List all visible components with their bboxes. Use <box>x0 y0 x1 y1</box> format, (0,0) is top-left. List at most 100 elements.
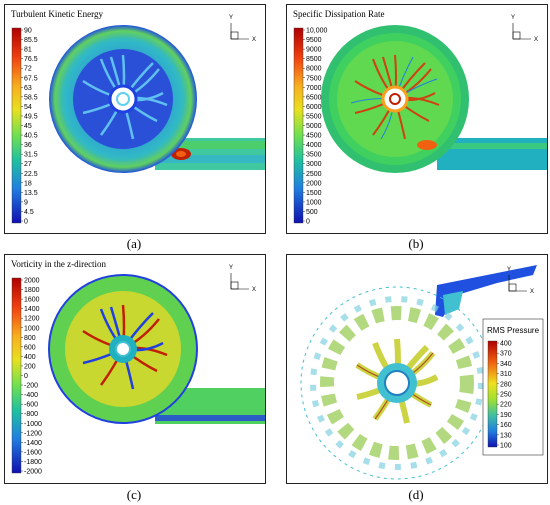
colorbar-tick-label: 220 <box>500 402 512 409</box>
colorbar-tick-label: 5500 <box>306 113 322 120</box>
colorbar-tick-label: 76.5 <box>24 56 38 63</box>
tke-contour-plot: 9085.58176.57267.56358.55449.54540.53631… <box>11 15 265 226</box>
colorbar-tick-label: 2000 <box>306 180 322 187</box>
colorbar-tick-label: 90 <box>24 28 32 35</box>
colorbar-tick-label: 31.5 <box>24 152 38 159</box>
colorbar-tick-label: 250 <box>500 392 512 399</box>
colorbar-tick-label: 100 <box>500 443 512 450</box>
colorbar-tick-label: -1000 <box>24 421 42 428</box>
panel-d: RMS Pressure 400 370 340 310 280 250 220 190 160… <box>286 254 548 484</box>
colorbar-tick-label: 400 <box>24 354 36 361</box>
colorbar-tick-label: 1000 <box>306 199 322 206</box>
rms-pressure-isosurface-plot: RMS Pressure 400 370 340 310 280 250 220 190 160… <box>300 265 544 480</box>
colorbar-tick-label: 49.5 <box>24 113 38 120</box>
colorbar-tick-label: 1400 <box>24 306 40 313</box>
caption-a: (a) <box>126 236 142 251</box>
colorbar-tick-label: 5000 <box>306 123 322 130</box>
colorbar-tick-label: 18 <box>24 180 32 187</box>
colorbar-tick-label: 4500 <box>306 133 322 140</box>
colorbar-tick-label: 3000 <box>306 161 322 168</box>
colorbar-tick-label: 58.5 <box>24 94 38 101</box>
colorbar-tick-label: 8000 <box>306 66 322 73</box>
colorbar-tick-label: 3500 <box>306 152 322 159</box>
colorbar-tick-label: -2000 <box>24 469 42 476</box>
panel-title-b: Specific Dissipation Rate <box>293 9 385 19</box>
colorbar-tick-label: 0 <box>24 373 28 380</box>
colorbar-tick-label: 7000 <box>306 85 322 92</box>
colorbar-tick-label: -400 <box>24 392 38 399</box>
colorbar-tick-label: 27 <box>24 161 32 168</box>
colorbar-tick-label: 340 <box>500 361 512 368</box>
panel-b: 10,000 9500 9000 8500 8000 7500 7000 6500 6000 55… <box>286 4 548 234</box>
colorbar-tick-label: -200 <box>24 383 38 390</box>
colorbar-b <box>293 27 304 224</box>
colorbar-tick-label: 2500 <box>306 171 322 178</box>
colorbar-tick-label: 40.5 <box>24 133 38 140</box>
colorbar-tick-label: 6000 <box>306 104 322 111</box>
colorbar-tick-label: 370 <box>500 351 512 358</box>
colorbar-tick-label: 13.5 <box>24 190 38 197</box>
colorbar-tick-label: 0 <box>306 219 310 226</box>
colorbar-tick-label: 45 <box>24 123 32 130</box>
panel-c: 2000 1800 1600 1400 1200 1000 800 600 400 200 0 -20… <box>4 254 266 484</box>
colorbar-tick-label: 4.5 <box>24 209 34 216</box>
colorbar-tick-label: 1200 <box>24 316 40 323</box>
colorbar-tick-label: -1600 <box>24 449 42 456</box>
colorbar-tick-label: 1000 <box>24 325 40 332</box>
panel-title-a: Turbulent Kinetic Energy <box>11 9 103 19</box>
colorbar-tick-label: -800 <box>24 411 38 418</box>
colorbar-a <box>11 27 22 224</box>
colorbar-tick-label: 72 <box>24 66 32 73</box>
panel-title-c: Vorticity in the z-direction <box>11 259 107 269</box>
colorbar-tick-label: 160 <box>500 422 512 429</box>
colorbar-c <box>11 277 22 474</box>
colorbar-tick-label: 63 <box>24 85 32 92</box>
colorbar-tick-label: 6500 <box>306 94 322 101</box>
panel-a: 90 85.5 81 76.5 72 67.5 63 58.5 54 49.5 45 40.5 36 31… <box>4 4 266 234</box>
colorbar-tick-label: 67.5 <box>24 75 38 82</box>
axis-x-label-c: X <box>252 287 256 293</box>
colorbar-tick-label: 8500 <box>306 56 322 63</box>
colorbar-tick-label: 800 <box>24 335 36 342</box>
caption-d: (d) <box>408 487 424 502</box>
legend-title-d: RMS Pressure <box>487 326 540 335</box>
axis-x-label-b: X <box>534 37 538 43</box>
caption-c: (c) <box>126 487 142 502</box>
axis-x-label-a: X <box>252 37 256 43</box>
colorbar-tick-label: 400 <box>500 341 512 348</box>
colorbar-tick-label: 1800 <box>24 287 40 294</box>
axis-y-label-b: Y <box>511 15 515 21</box>
colorbar-tick-label: 10,000 <box>306 28 328 35</box>
colorbar-tick-label: 280 <box>500 381 512 388</box>
vorticity-contour-plot: 2000180016001400120010008006004002000-20… <box>11 265 265 476</box>
colorbar-tick-label: 36 <box>24 142 32 149</box>
colorbar-tick-label: -1200 <box>24 430 42 437</box>
axis-y-label-c: Y <box>229 265 233 271</box>
colorbar-tick-label: 7500 <box>306 75 322 82</box>
colorbar-tick-label: 54 <box>24 104 32 111</box>
sdr-contour-plot: 10,000 9500 9000 8500 8000 7500 7000 6500 6000 55… <box>293 15 547 226</box>
colorbar-tick-label: -600 <box>24 402 38 409</box>
caption-b: (b) <box>408 236 424 251</box>
colorbar-tick-label: 500 <box>306 209 318 216</box>
colorbar-tick-label: 9500 <box>306 37 322 44</box>
colorbar-tick-label: 85.5 <box>24 37 38 44</box>
axis-y-label-d: Y <box>507 267 511 273</box>
colorbar-tick-label: 81 <box>24 47 32 54</box>
colorbar-tick-label: 310 <box>500 371 512 378</box>
colorbar-tick-label: -1400 <box>24 440 42 447</box>
colorbar-tick-label: 190 <box>500 412 512 419</box>
colorbar-tick-label: 2000 <box>24 278 40 285</box>
colorbar-d <box>487 340 498 448</box>
colorbar-tick-label: -1800 <box>24 459 42 466</box>
axis-x-label-d: X <box>530 289 534 295</box>
colorbar-tick-label: 9 <box>24 199 28 206</box>
colorbar-tick-label: 1600 <box>24 297 40 304</box>
colorbar-tick-label: 1500 <box>306 190 322 197</box>
colorbar-tick-label: 200 <box>24 363 36 370</box>
colorbar-tick-label: 22.5 <box>24 171 38 178</box>
colorbar-tick-label: 130 <box>500 432 512 439</box>
colorbar-tick-label: 9000 <box>306 47 322 54</box>
axis-y-label-a: Y <box>229 15 233 21</box>
colorbar-tick-label: 0 <box>24 219 28 226</box>
